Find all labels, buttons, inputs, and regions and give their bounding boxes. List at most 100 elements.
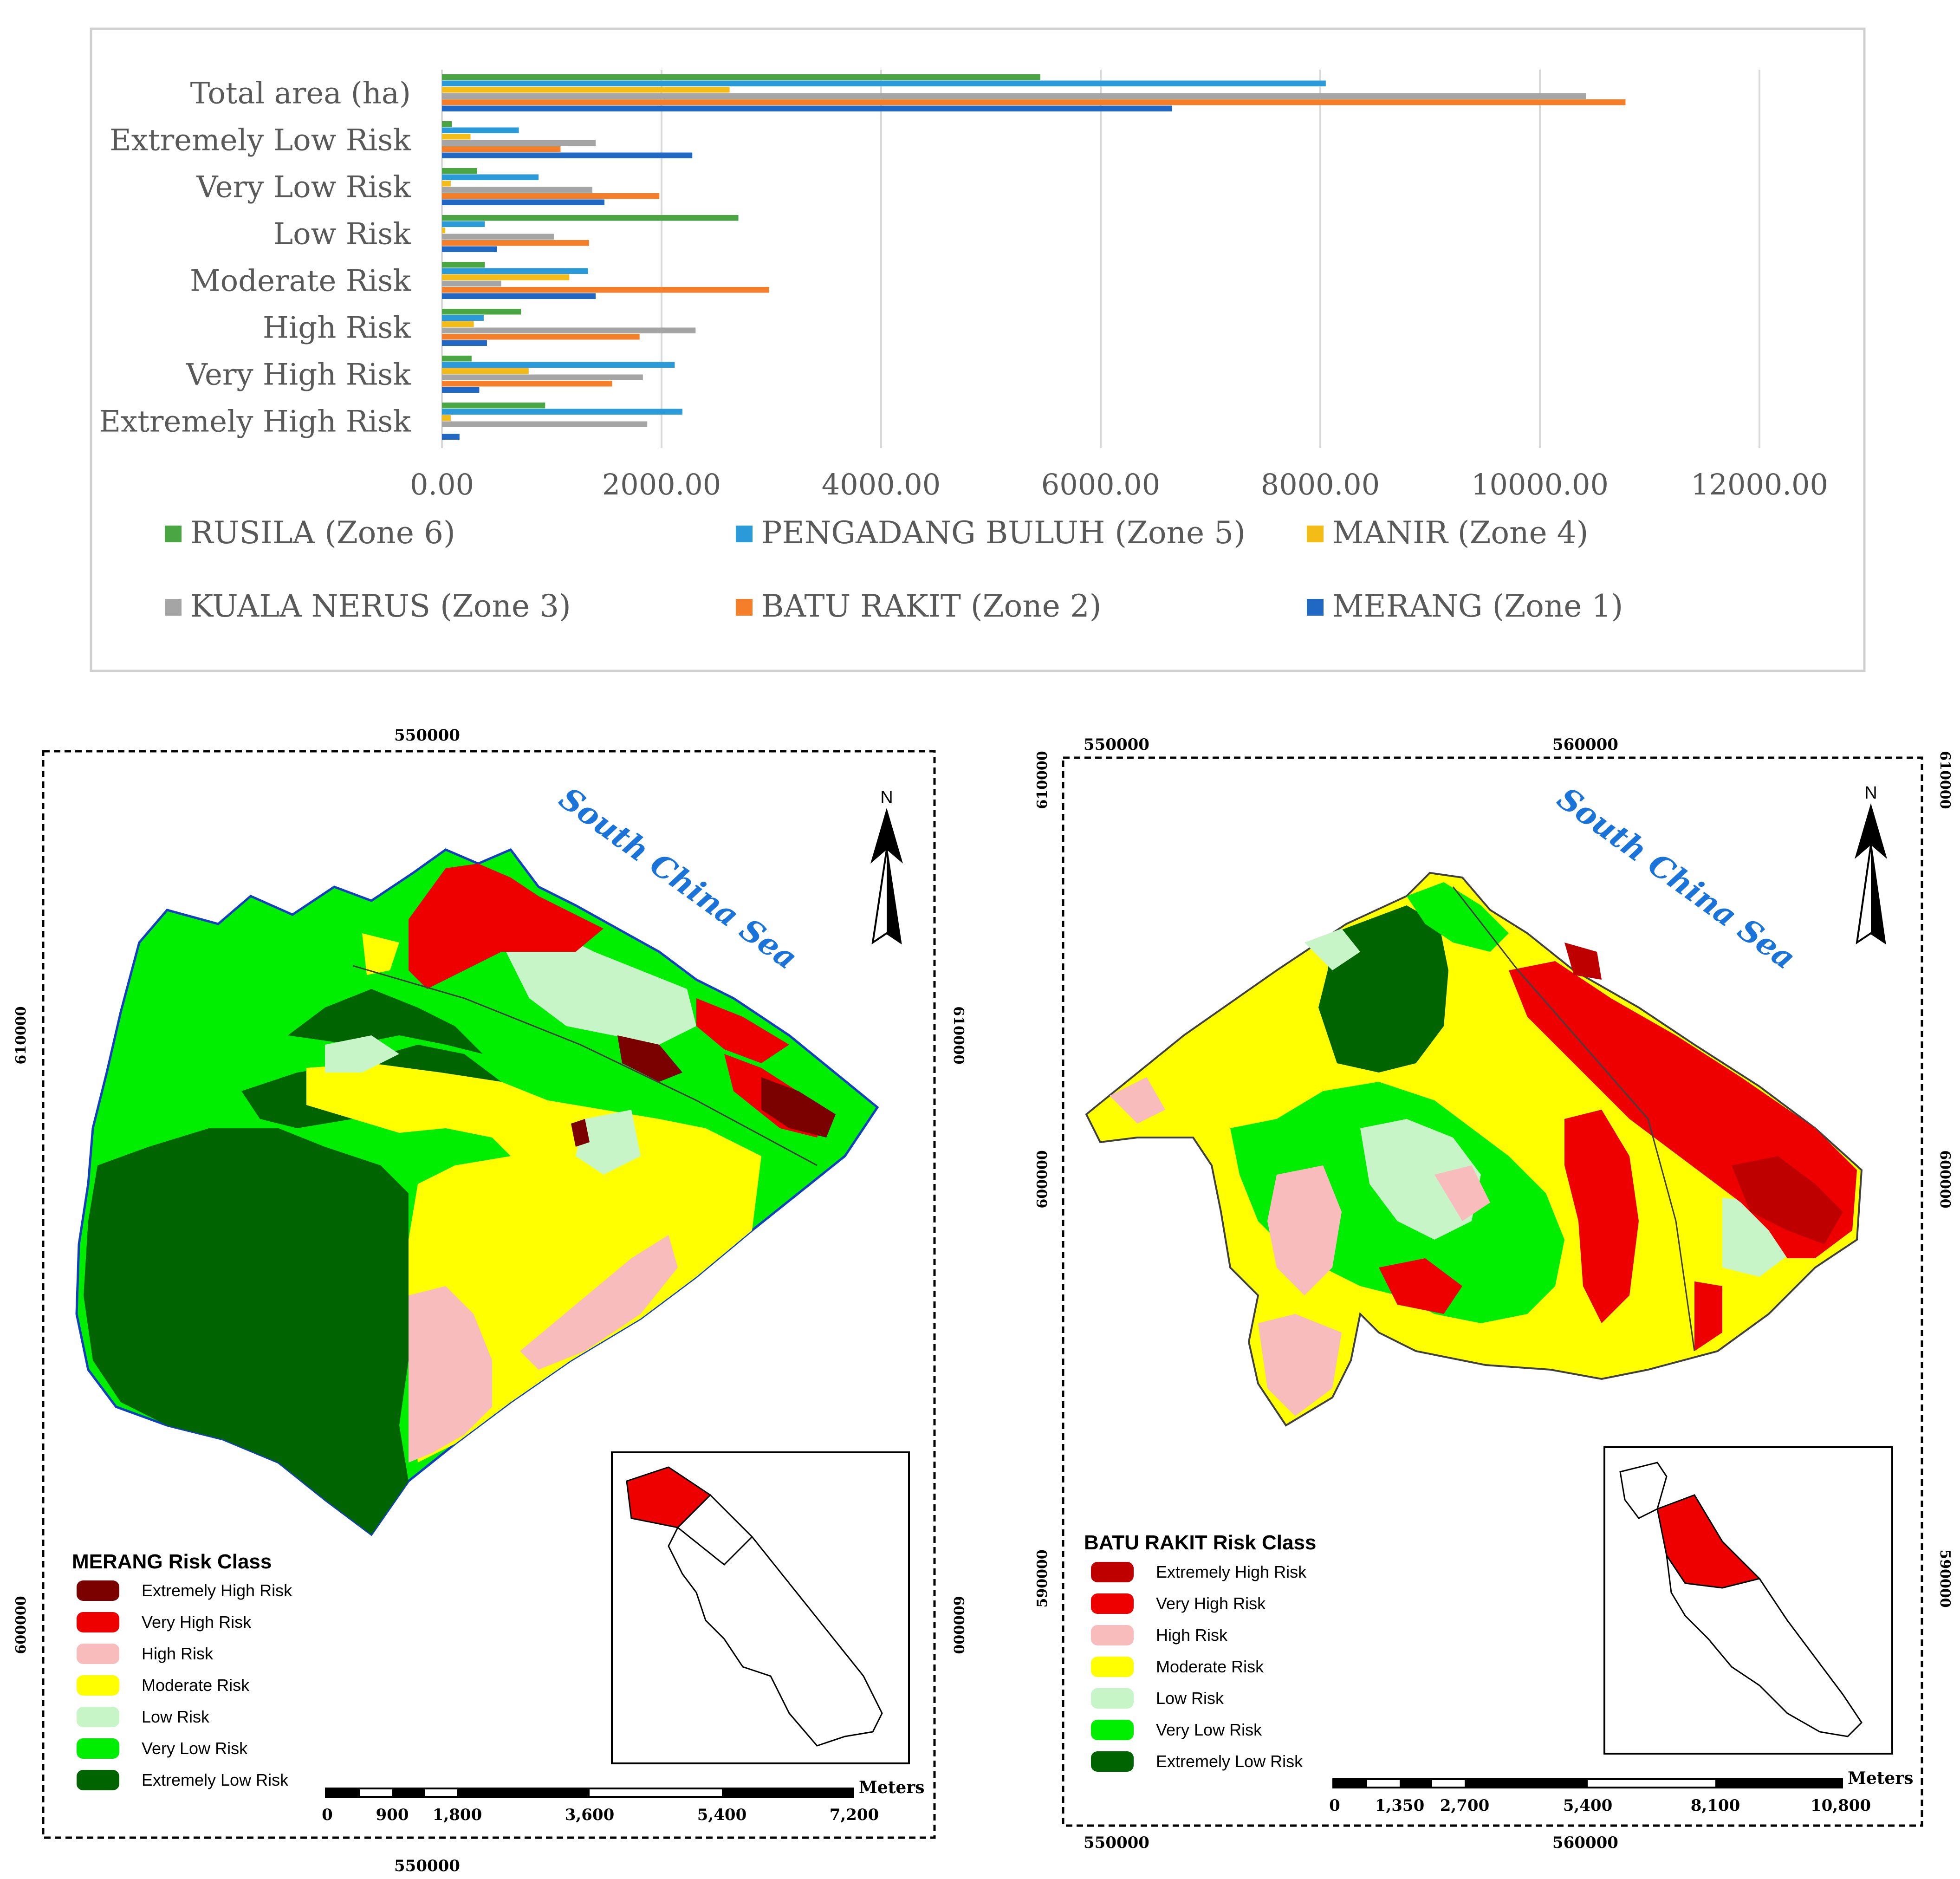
merang-scale-0: 0 xyxy=(322,1806,333,1824)
x-tick-label: 2000.00 xyxy=(602,468,721,501)
bar xyxy=(442,168,477,174)
legend-label: Moderate Risk xyxy=(1156,1657,1264,1676)
merang-scale-5: 7,200 xyxy=(830,1806,879,1824)
category-label: Extremely Low Risk xyxy=(110,124,411,158)
batu-scale-2: 2,700 xyxy=(1440,1796,1489,1815)
merang-scale-bar: Meters 0 900 1,800 3,600 5,400 7,200 xyxy=(322,1778,924,1824)
legend-swatch xyxy=(165,526,182,542)
bar xyxy=(442,246,497,252)
batu-legend: BATU RAKIT Risk Class Extremely High Ris… xyxy=(1084,1531,1316,1772)
chart-tick-labels: 0.00 2000.00 4000.00 6000.00 8000.00 10000.00… xyxy=(410,468,1828,501)
batu-zone-high-2 xyxy=(1258,1314,1342,1416)
batu-zone-high-4 xyxy=(1434,1165,1490,1221)
legend-label: Moderate Risk xyxy=(142,1676,250,1695)
legend-label: Low Risk xyxy=(1156,1689,1224,1708)
batu-coord-left-b: 600000 xyxy=(1034,1150,1051,1208)
bar xyxy=(442,127,519,133)
bar xyxy=(442,74,1040,80)
bar xyxy=(442,334,640,340)
merang-coord-bottom: 550000 xyxy=(394,1857,460,1875)
batu-zone-low xyxy=(1360,1119,1481,1240)
legend-label: Extremely High Risk xyxy=(142,1581,292,1600)
legend-label: High Risk xyxy=(1156,1625,1228,1645)
batu-zone-high-3 xyxy=(1110,1077,1165,1124)
legend-swatch xyxy=(1091,1688,1134,1709)
legend-swatch xyxy=(165,599,182,616)
x-tick-label: 4000.00 xyxy=(822,468,941,501)
legend-swatch xyxy=(1091,1562,1134,1582)
batu-scale-5: 10,800 xyxy=(1811,1796,1871,1815)
merang-zone-low xyxy=(501,929,696,1045)
legend-label: Very High Risk xyxy=(1156,1594,1266,1613)
batu-zone-very-low-2 xyxy=(1407,882,1509,952)
merang-map: South China Sea N 550000 550000 610000 6… xyxy=(13,726,967,1875)
bar xyxy=(442,134,471,140)
legend-label: Low Risk xyxy=(142,1707,210,1726)
legend-label: RUSILA (Zone 6) xyxy=(190,515,455,551)
batu-scale-3: 5,400 xyxy=(1563,1796,1612,1815)
batu-zone-very-high-2 xyxy=(1564,1110,1639,1323)
legend-swatch xyxy=(1307,599,1324,616)
batu-coord-top-b: 560000 xyxy=(1552,735,1618,754)
batu-zone-very-high-3 xyxy=(1379,1258,1462,1314)
legend-label: Very High Risk xyxy=(142,1612,252,1632)
bar xyxy=(442,280,501,286)
batu-scale-0: 0 xyxy=(1329,1796,1340,1815)
merang-map-panel: South China Sea N 550000 550000 610000 6… xyxy=(0,710,975,1879)
legend-label: Very Low Risk xyxy=(142,1739,248,1758)
bar xyxy=(442,105,1172,111)
merang-zone-very-high-2 xyxy=(696,998,789,1063)
bar xyxy=(442,374,643,380)
batu-rakit-map-panel: South China Sea N 550000 560000 550000 5… xyxy=(998,710,1960,1879)
batu-coord-bottom-a: 550000 xyxy=(1084,1833,1149,1852)
bar xyxy=(442,315,484,321)
merang-zone-moderate-2 xyxy=(362,933,399,975)
legend-label: Extremely High Risk xyxy=(1156,1562,1307,1581)
legend-label: KUALA NERUS (Zone 3) xyxy=(190,588,571,624)
merang-road xyxy=(352,965,818,1166)
legend-label: PENGADANG BULUH (Zone 5) xyxy=(761,515,1246,551)
legend-label: Very Low Risk xyxy=(1156,1720,1262,1739)
merang-coord-right-a: 610000 xyxy=(950,1006,967,1064)
merang-zone-high-2 xyxy=(409,1286,492,1463)
legend-swatch xyxy=(77,1612,119,1632)
category-label: High Risk xyxy=(263,311,411,345)
bar xyxy=(442,415,451,421)
batu-scale-4: 8,100 xyxy=(1691,1796,1740,1815)
bar xyxy=(442,340,487,346)
bar xyxy=(442,262,485,268)
batu-coord-left-a: 610000 xyxy=(1034,751,1051,809)
x-tick-label: 6000.00 xyxy=(1041,468,1160,501)
merang-coord-right-b: 600000 xyxy=(950,1596,967,1654)
merang-scale-2: 1,800 xyxy=(433,1806,482,1824)
merang-coord-left-a: 610000 xyxy=(13,1006,29,1064)
bar xyxy=(442,99,1626,105)
bar xyxy=(442,234,554,240)
batu-coord-right-c: 590000 xyxy=(1937,1549,1953,1607)
bar xyxy=(442,356,472,362)
merang-scale-1: 900 xyxy=(376,1806,409,1824)
legend-swatch xyxy=(77,1580,119,1601)
chart-bars xyxy=(442,74,1626,440)
x-tick-label: 8000.00 xyxy=(1261,468,1380,501)
bar xyxy=(442,368,529,374)
bar xyxy=(442,274,570,280)
bar xyxy=(442,221,485,227)
legend-label: MANIR (Zone 4) xyxy=(1332,515,1588,551)
merang-zone-extremely-high xyxy=(617,1035,682,1082)
batu-coord-right-a: 610000 xyxy=(1937,751,1953,809)
bar xyxy=(442,193,660,199)
x-tick-label: 10000.00 xyxy=(1471,468,1609,501)
merang-north-label: N xyxy=(880,788,893,807)
bar xyxy=(442,80,1326,86)
legend-label: High Risk xyxy=(142,1644,214,1663)
x-tick-label: 12000.00 xyxy=(1691,468,1828,501)
bar xyxy=(442,152,693,158)
bar xyxy=(442,434,460,440)
bar xyxy=(442,199,605,205)
legend-swatch xyxy=(736,526,753,542)
category-label: Total area (ha) xyxy=(190,77,411,111)
legend-label: Extremely Low Risk xyxy=(142,1770,289,1789)
bar xyxy=(442,309,521,315)
legend-swatch xyxy=(77,1770,119,1790)
